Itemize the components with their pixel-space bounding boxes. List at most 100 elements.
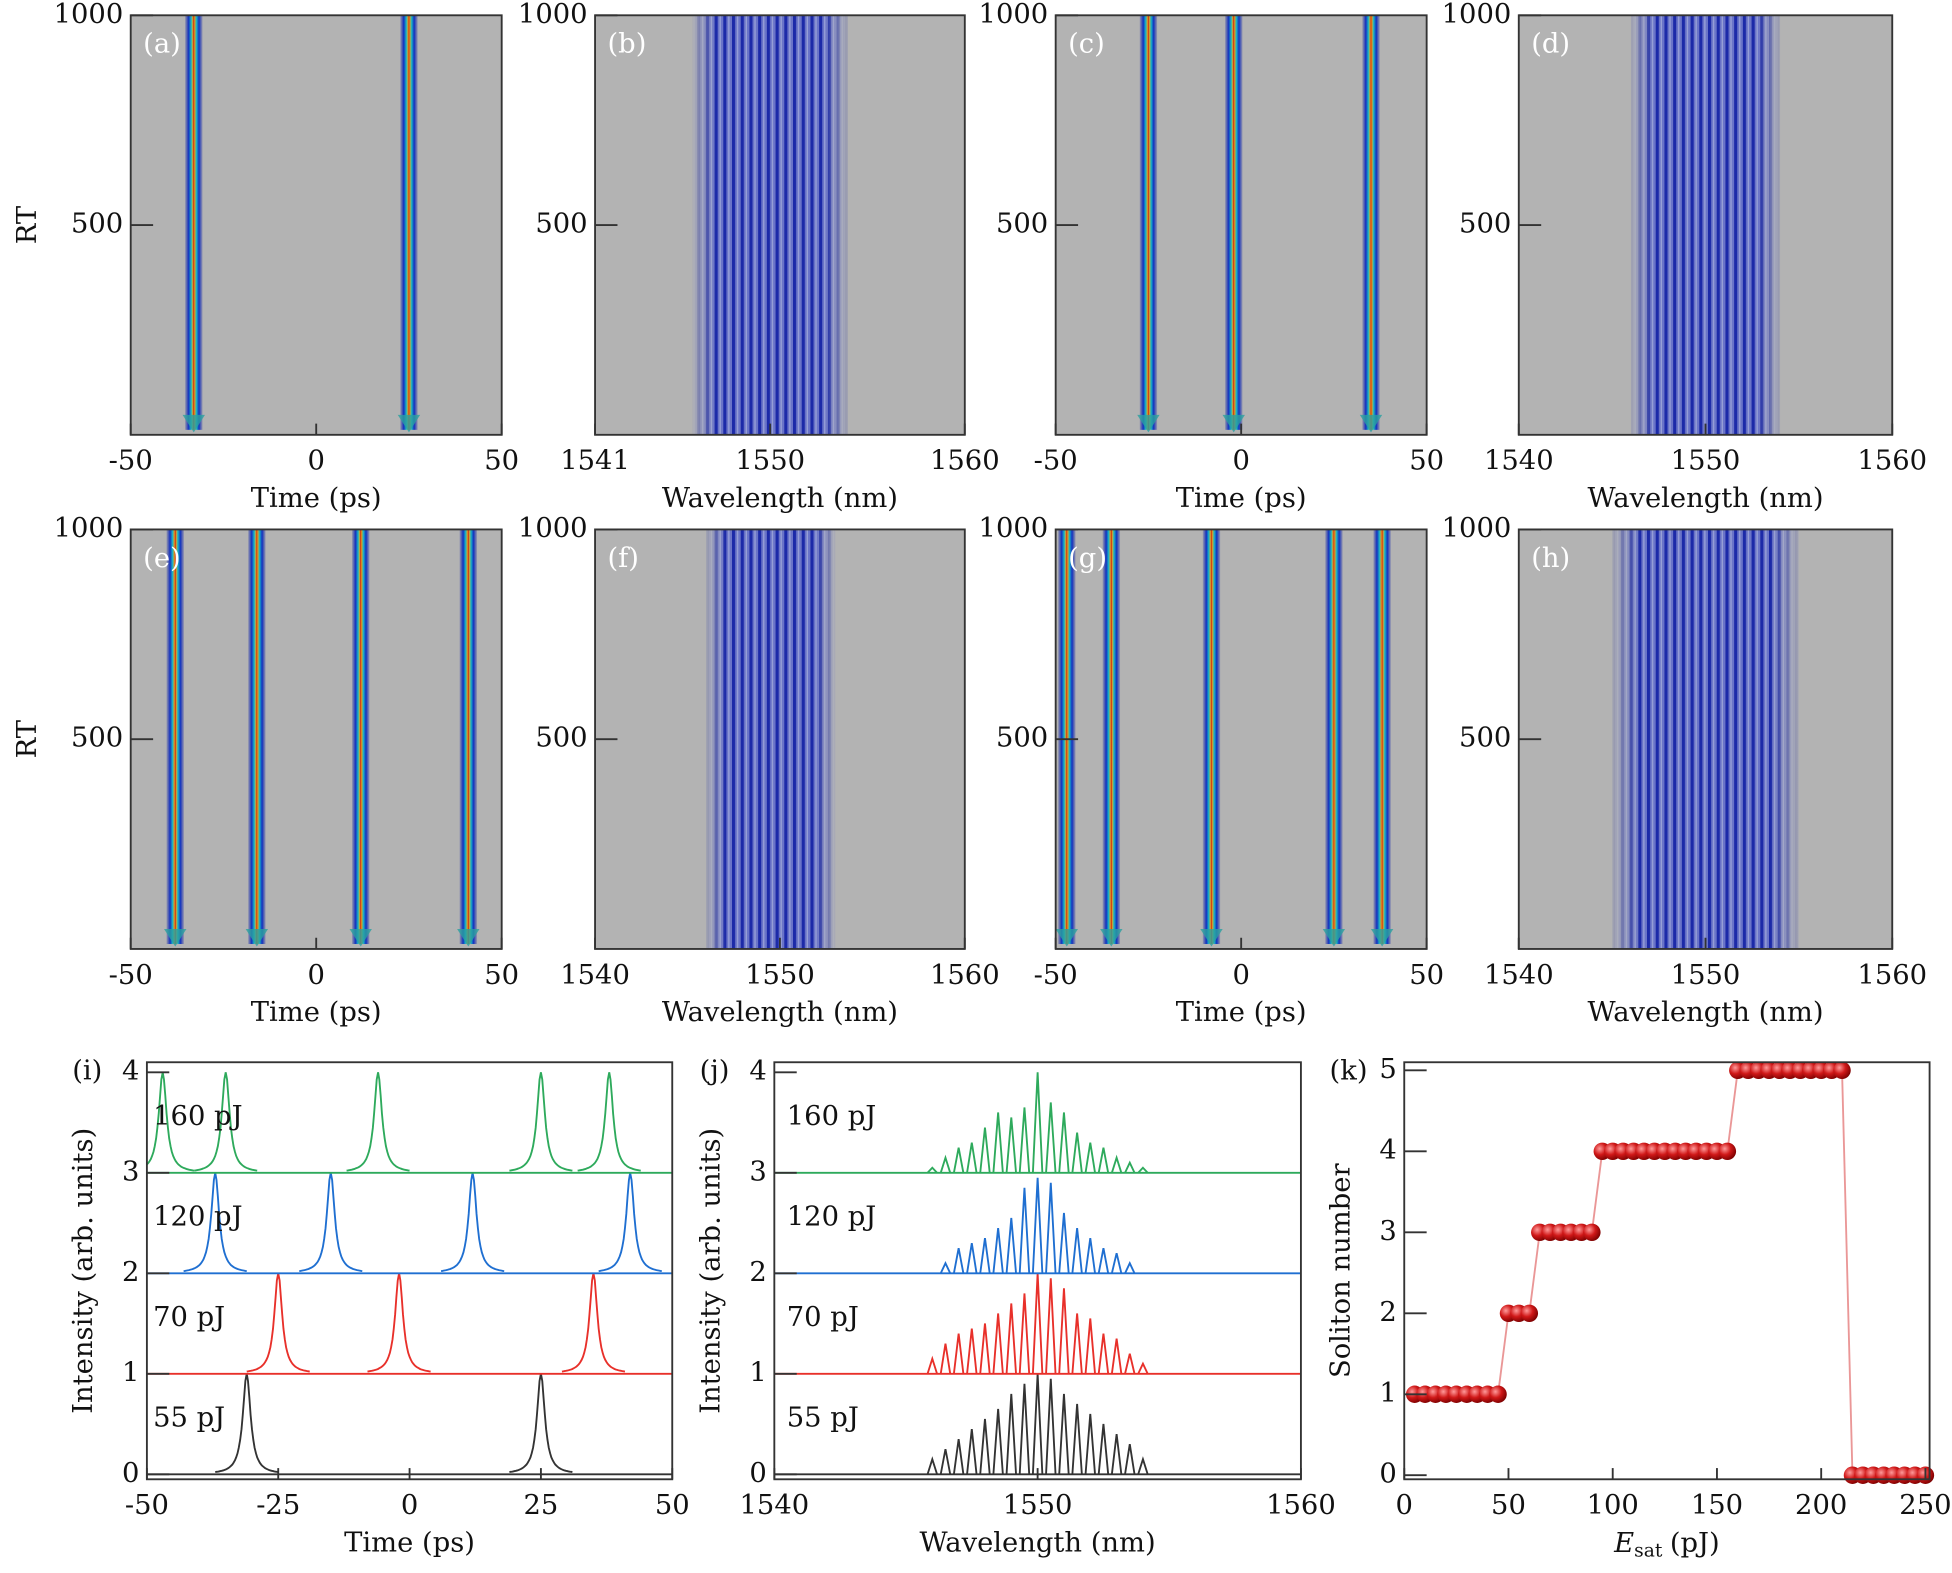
- x-tick-label: 1550: [1003, 1490, 1073, 1521]
- peak: [966, 1242, 978, 1274]
- peak: [1005, 1303, 1017, 1374]
- peak: [1097, 1147, 1110, 1173]
- soliton-trace: [1139, 15, 1158, 430]
- series-label: 55 pJ: [787, 1402, 859, 1433]
- peak: [1005, 1393, 1017, 1475]
- x-tick-label: 1560: [930, 446, 1000, 477]
- peak: [952, 1247, 965, 1274]
- y-tick-label: 4: [122, 1056, 139, 1087]
- peak: [1071, 1227, 1083, 1274]
- peak: [952, 1438, 965, 1475]
- y-tick-label: 500: [71, 209, 123, 240]
- plot-area: [130, 529, 502, 949]
- trace-foot: [164, 929, 187, 947]
- peak: [966, 1142, 978, 1173]
- peak: [992, 1227, 1004, 1274]
- x-tick-label: 1541: [560, 446, 630, 477]
- peak: [440, 1172, 505, 1272]
- x-tick-label: 200: [1795, 1490, 1847, 1521]
- peak: [598, 1172, 662, 1272]
- y-tick-label: 500: [1459, 723, 1511, 754]
- y-tick-label: 3: [122, 1156, 139, 1187]
- y-tick-label: 1: [122, 1357, 139, 1388]
- soliton-trace: [1225, 15, 1243, 430]
- y-axis-label: Soliton number: [1325, 1163, 1356, 1379]
- spectral-band: [1612, 529, 1799, 949]
- x-axis-label: Time (ps): [1176, 483, 1307, 514]
- peak: [952, 1147, 965, 1173]
- trace-foot: [182, 414, 205, 433]
- plot-area: [1055, 529, 1427, 949]
- panel: 1540 1550 1560 500 1000 (h) Wavelength (nm): [1442, 513, 1927, 1028]
- peak: [939, 1448, 952, 1475]
- panel-label: (a): [143, 29, 181, 60]
- y-tick-label: 1000: [54, 0, 124, 30]
- y-tick-label: 1000: [54, 513, 124, 544]
- peak: [577, 1072, 641, 1172]
- x-tick-label: -50: [125, 1490, 169, 1521]
- peak: [1031, 1373, 1044, 1475]
- x-tick-label: 1540: [560, 960, 630, 991]
- peak: [1018, 1383, 1031, 1475]
- peak: [926, 1166, 938, 1174]
- peak: [509, 1072, 573, 1172]
- peak: [1110, 1154, 1123, 1174]
- panel-label: (k): [1330, 1056, 1368, 1087]
- peak: [1084, 1318, 1096, 1374]
- y-tick-label: 2: [1379, 1297, 1396, 1328]
- trace-foot: [1200, 929, 1223, 947]
- y-axis-label: Intensity (arb. units): [68, 1128, 99, 1414]
- peak: [966, 1328, 978, 1374]
- x-tick-label: 1550: [1671, 446, 1741, 477]
- panel: 0 50 100 150 200 250 0 1 2 3 4 5 (k) Esat (pJ) Soliton …: [1325, 1054, 1951, 1562]
- y-tick-label: 500: [1459, 209, 1511, 240]
- x-axis-label: Time (ps): [251, 997, 382, 1028]
- trace-foot: [1370, 929, 1394, 947]
- x-label-sub: sat: [1634, 1540, 1663, 1561]
- x-tick-label: 150: [1691, 1490, 1743, 1521]
- x-tick-label: 50: [1409, 446, 1444, 477]
- x-tick-label: 0: [401, 1490, 418, 1521]
- trace-foot: [397, 414, 421, 433]
- panel: 55 pJ 70 pJ 120 pJ 160 pJ -50 -25 0 25 50 0 1 2 3 4 (i…: [68, 1056, 690, 1559]
- series-label: 160 pJ: [153, 1101, 242, 1132]
- x-tick-label: -25: [256, 1490, 300, 1521]
- peak: [979, 1127, 991, 1173]
- peak: [1031, 1177, 1044, 1274]
- peak: [1005, 1217, 1017, 1274]
- soliton-trace: [1102, 529, 1121, 944]
- x-tick-label: 50: [1491, 1490, 1526, 1521]
- y-axis-label: RT: [12, 206, 43, 244]
- x-tick-label: 25: [523, 1490, 558, 1521]
- panel: -50 0 50 500 1000 (g) Time (ps): [979, 513, 1445, 1028]
- peak: [1058, 1112, 1070, 1173]
- peak: [1137, 1361, 1149, 1375]
- y-tick-label: 1000: [979, 0, 1049, 30]
- y-tick-label: 1000: [518, 513, 588, 544]
- x-tick-label: 50: [484, 446, 519, 477]
- x-tick-label: 0: [1396, 1490, 1413, 1521]
- plot-area: [130, 15, 502, 435]
- x-tick-label: 50: [655, 1490, 690, 1521]
- peak: [1045, 1278, 1057, 1374]
- trace-foot: [245, 929, 269, 947]
- y-tick-label: 500: [996, 723, 1048, 754]
- y-tick-label: 0: [1379, 1459, 1396, 1490]
- point: [1520, 1304, 1539, 1322]
- panel: -50 0 50 500 1000 (c) Time (ps): [979, 0, 1445, 514]
- soliton-trace: [248, 529, 266, 944]
- peak: [939, 1154, 952, 1174]
- peak: [1097, 1333, 1110, 1374]
- panel: 55 pJ 70 pJ 120 pJ 160 pJ 1540 1550 1560 0 1 2 3 4 (…: [696, 1056, 1336, 1559]
- series-label: 120 pJ: [787, 1202, 876, 1233]
- x-tick-label: 1540: [1484, 446, 1554, 477]
- spectral-band: [692, 15, 849, 435]
- peak: [367, 1273, 431, 1373]
- peak: [1110, 1252, 1123, 1274]
- peak: [1045, 1102, 1057, 1173]
- y-tick-label: 4: [1379, 1135, 1396, 1166]
- x-tick-label: 1540: [1484, 960, 1554, 991]
- y-tick-label: 2: [122, 1257, 139, 1288]
- panel-label: (d): [1531, 29, 1570, 60]
